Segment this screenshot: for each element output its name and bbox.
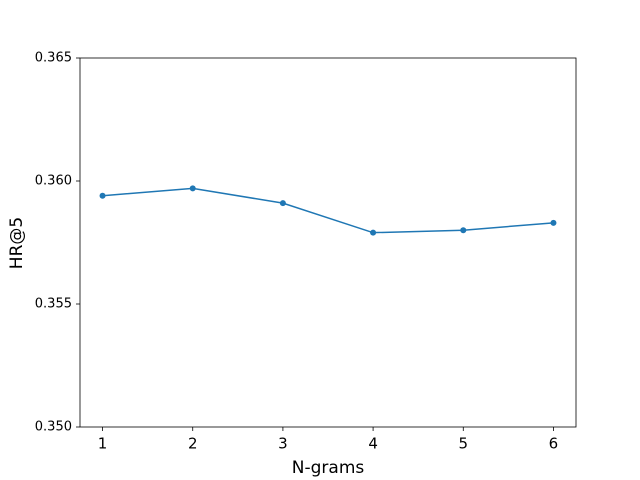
y-tick-label: 0.365 [35, 51, 72, 66]
x-tick-label: 5 [458, 435, 468, 453]
data-point [99, 192, 106, 199]
y-axis-label: HR@5 [7, 217, 27, 269]
x-tick-label: 1 [98, 435, 108, 453]
x-tick-label: 3 [278, 435, 288, 453]
x-tick-label: 6 [549, 435, 559, 453]
series-line [102, 187, 554, 234]
y-tick-label: 0.355 [35, 297, 72, 312]
data-point [550, 219, 557, 226]
data-point [189, 185, 196, 192]
data-point [279, 200, 286, 207]
y-tick-label: 0.350 [35, 420, 72, 435]
data-point [370, 229, 377, 236]
y-tick-label: 0.360 [35, 174, 72, 189]
x-tick-label: 2 [188, 435, 198, 453]
x-tick-label: 4 [368, 435, 378, 453]
axes-frame [79, 57, 577, 428]
x-axis-label: N-grams [292, 458, 365, 478]
data-point [460, 227, 467, 234]
